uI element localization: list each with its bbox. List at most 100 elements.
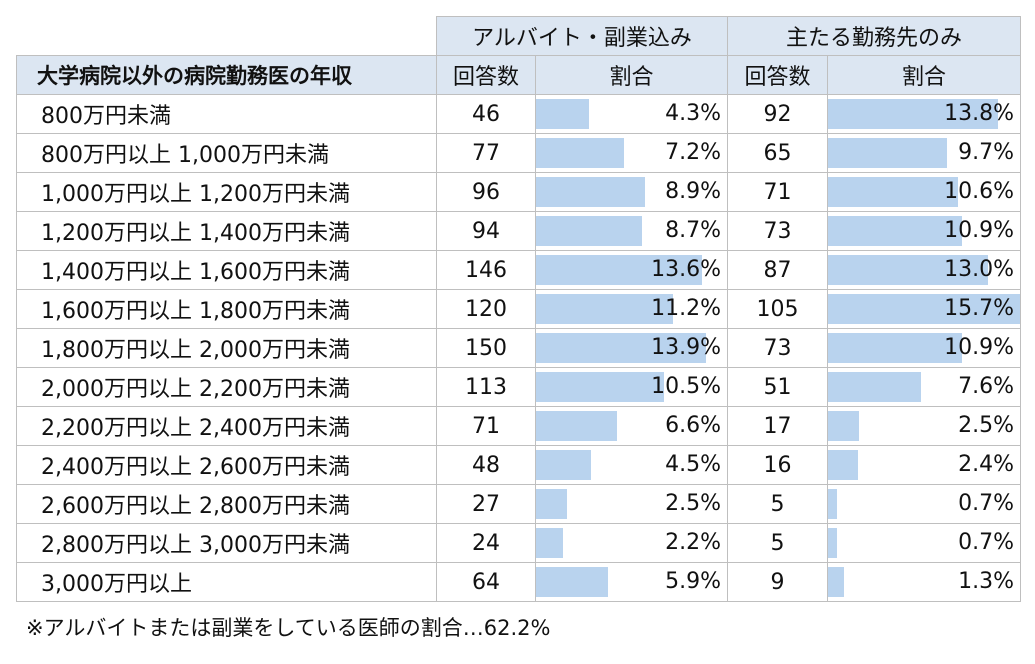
count-cell: 150 <box>436 328 536 368</box>
ratio-label: 2.2% <box>665 530 721 555</box>
ratio-label: 5.9% <box>665 569 721 594</box>
ratio-cell: 7.2% <box>535 133 728 173</box>
ratio-label: 11.2% <box>651 296 721 321</box>
count-cell: 92 <box>727 94 828 134</box>
count-header-2: 回答数 <box>727 55 828 95</box>
ratio-label: 13.8% <box>944 101 1014 126</box>
count-cell: 16 <box>727 445 828 485</box>
ratio-cell: 2.4% <box>827 445 1021 485</box>
ratio-label: 13.6% <box>651 257 721 282</box>
ratio-bar <box>828 333 962 363</box>
count-cell: 96 <box>436 172 536 212</box>
ratio-bar <box>828 99 998 129</box>
ratio-label: 7.2% <box>665 140 721 165</box>
ratio-bar <box>828 138 947 168</box>
table-row: 1,400万円以上 1,600万円未満 146 13.6% 87 13.0% <box>16 250 1021 290</box>
ratio-bar <box>536 489 567 519</box>
income-range-label: 1,600万円以上 1,800万円未満 <box>16 289 437 329</box>
ratio-bar <box>828 177 958 207</box>
count-cell: 77 <box>436 133 536 173</box>
income-range-label: 1,400万円以上 1,600万円未満 <box>16 250 437 290</box>
income-range-label: 1,000万円以上 1,200万円未満 <box>16 172 437 212</box>
income-range-label: 2,400万円以上 2,600万円未満 <box>16 445 437 485</box>
ratio-cell: 13.9% <box>535 328 728 368</box>
ratio-label: 10.5% <box>651 374 721 399</box>
income-range-label: 2,200万円以上 2,400万円未満 <box>16 406 437 446</box>
row-title-header: 大学病院以外の病院勤務医の年収 <box>16 55 437 95</box>
count-cell: 64 <box>436 562 536 602</box>
count-cell: 146 <box>436 250 536 290</box>
count-cell: 5 <box>727 484 828 524</box>
ratio-bar <box>536 138 624 168</box>
ratio-cell: 2.2% <box>535 523 728 563</box>
count-cell: 17 <box>727 406 828 446</box>
ratio-cell: 2.5% <box>827 406 1021 446</box>
ratio-cell: 13.6% <box>535 250 728 290</box>
ratio-cell: 9.7% <box>827 133 1021 173</box>
income-range-label: 1,200万円以上 1,400万円未満 <box>16 211 437 251</box>
ratio-bar <box>536 372 664 402</box>
ratio-label: 8.9% <box>665 179 721 204</box>
count-cell: 120 <box>436 289 536 329</box>
table-row: 2,600万円以上 2,800万円未満 27 2.5% 5 0.7% <box>16 484 1021 524</box>
ratio-cell: 0.7% <box>827 523 1021 563</box>
table-row: 1,200万円以上 1,400万円未満 94 8.7% 73 10.9% <box>16 211 1021 251</box>
income-range-label: 2,800万円以上 3,000万円未満 <box>16 523 437 563</box>
ratio-bar <box>536 99 589 129</box>
ratio-label: 13.9% <box>651 335 721 360</box>
income-range-label: 2,000万円以上 2,200万円未満 <box>16 367 437 407</box>
ratio-cell: 0.7% <box>827 484 1021 524</box>
count-cell: 27 <box>436 484 536 524</box>
count-header-1: 回答数 <box>436 55 536 95</box>
table-row: 800万円以上 1,000万円未満 77 7.2% 65 9.7% <box>16 133 1021 173</box>
ratio-bar <box>536 255 702 285</box>
ratio-bar <box>536 294 673 324</box>
table-row: 1,800万円以上 2,000万円未満 150 13.9% 73 10.9% <box>16 328 1021 368</box>
ratio-cell: 1.3% <box>827 562 1021 602</box>
ratio-cell: 8.7% <box>535 211 728 251</box>
income-range-label: 2,600万円以上 2,800万円未満 <box>16 484 437 524</box>
ratio-label: 13.0% <box>944 257 1014 282</box>
ratio-bar <box>828 255 988 285</box>
ratio-label: 10.6% <box>944 179 1014 204</box>
ratio-bar <box>828 450 858 480</box>
table-body: 800万円未満 46 4.3% 92 13.8% 800万円以上 1,000万円未満 77 7… <box>16 94 1021 602</box>
ratio-cell: 15.7% <box>827 289 1021 329</box>
count-cell: 65 <box>727 133 828 173</box>
ratio-bar <box>536 450 591 480</box>
count-cell: 71 <box>436 406 536 446</box>
count-cell: 105 <box>727 289 828 329</box>
ratio-label: 4.5% <box>665 452 721 477</box>
count-cell: 51 <box>727 367 828 407</box>
ratio-bar <box>828 489 837 519</box>
ratio-cell: 11.2% <box>535 289 728 329</box>
ratio-bar <box>536 333 706 363</box>
count-cell: 9 <box>727 562 828 602</box>
ratio-bar <box>828 372 921 402</box>
ratio-bar <box>828 411 859 441</box>
ratio-cell: 13.0% <box>827 250 1021 290</box>
ratio-label: 7.6% <box>958 374 1014 399</box>
count-cell: 71 <box>727 172 828 212</box>
ratio-bar <box>828 216 962 246</box>
group-header-with-side-jobs: アルバイト・副業込み <box>436 16 728 56</box>
table-row: 2,200万円以上 2,400万円未満 71 6.6% 17 2.5% <box>16 406 1021 446</box>
ratio-bar <box>828 528 837 558</box>
ratio-label: 4.3% <box>665 101 721 126</box>
ratio-bar <box>536 177 645 207</box>
count-cell: 87 <box>727 250 828 290</box>
footnote: ※アルバイトまたは副業をしている医師の割合…62.2% <box>26 616 551 640</box>
ratio-cell: 7.6% <box>827 367 1021 407</box>
count-cell: 5 <box>727 523 828 563</box>
ratio-cell: 10.9% <box>827 211 1021 251</box>
income-table: アルバイト・副業込み 主たる勤務先のみ 大学病院以外の病院勤務医の年収 回答数 … <box>16 16 1021 602</box>
count-cell: 24 <box>436 523 536 563</box>
count-cell: 48 <box>436 445 536 485</box>
ratio-bar <box>828 294 1020 324</box>
ratio-cell: 10.5% <box>535 367 728 407</box>
ratio-cell: 5.9% <box>535 562 728 602</box>
count-cell: 73 <box>727 211 828 251</box>
table-row: 2,000万円以上 2,200万円未満 113 10.5% 51 7.6% <box>16 367 1021 407</box>
count-cell: 113 <box>436 367 536 407</box>
ratio-label: 0.7% <box>958 491 1014 516</box>
